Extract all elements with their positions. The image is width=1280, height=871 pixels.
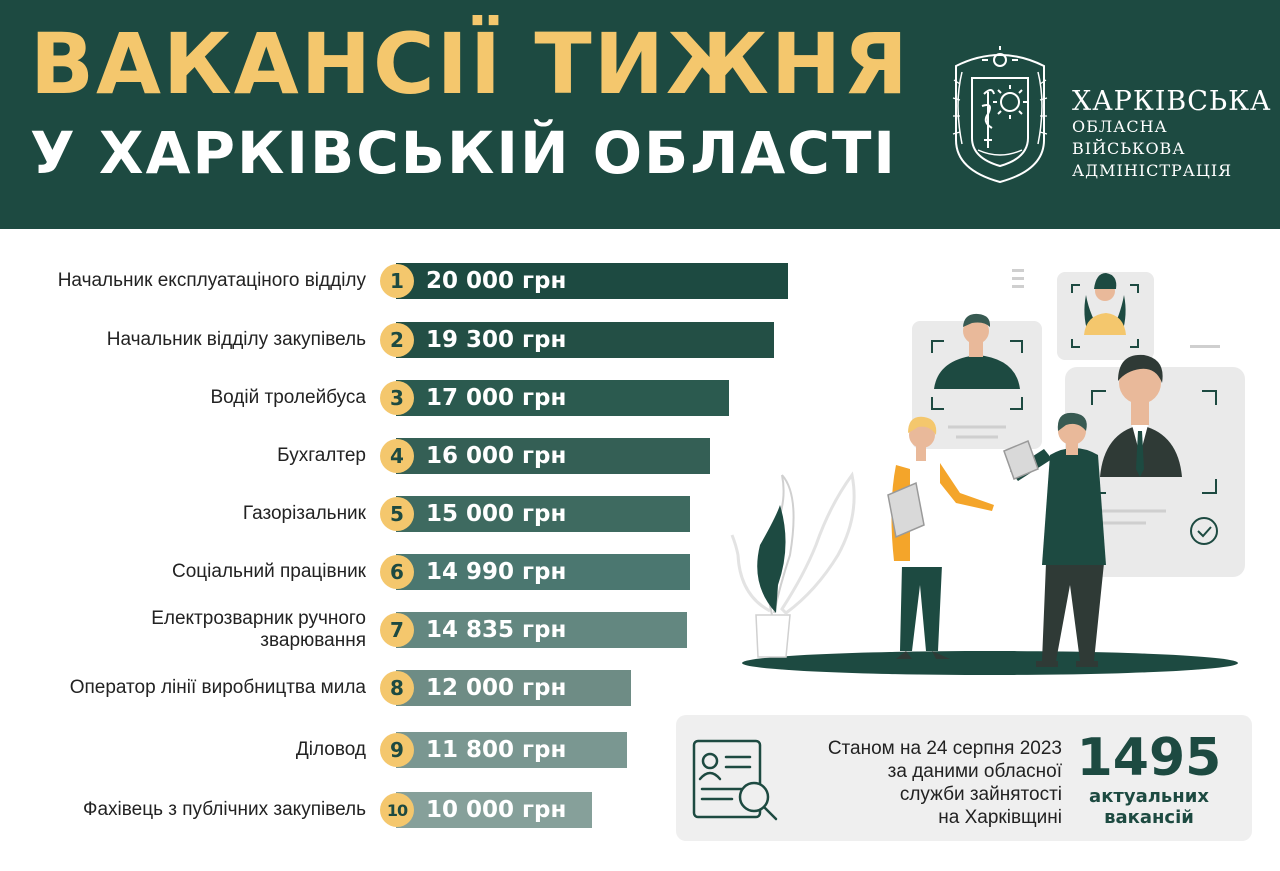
bar-row: Начальник відділу закупівель 2 19 300 грн — [0, 320, 820, 360]
coat-of-arms-icon — [952, 46, 1048, 184]
org-line-1: ХАРКІВСЬКА — [1072, 86, 1272, 117]
bar-row: Водій тролейбуса 3 17 000 грн — [0, 378, 820, 418]
rank-badge: 6 — [380, 555, 414, 589]
bar — [396, 792, 592, 828]
info-line-3: служби зайнятості — [899, 784, 1062, 805]
bar — [396, 612, 687, 648]
bar-row: Газорізальник 5 15 000 грн — [0, 494, 820, 534]
category-label: Водій тролейбуса — [210, 387, 366, 408]
bar — [396, 732, 627, 768]
bar-row: Діловод 9 11 800 грн — [0, 730, 820, 770]
value-label: 16 000 грн — [426, 443, 567, 469]
category-label: Діловод — [295, 739, 366, 760]
value-label: 14 835 грн — [426, 617, 567, 643]
info-line-2: за даними обласної — [887, 761, 1062, 782]
category-label: Начальник експлуатаціного відділу — [57, 270, 366, 291]
category-label: Бухгалтер — [277, 445, 366, 466]
bar-row: Соціальний працівник 6 14 990 грн — [0, 552, 820, 592]
bar-row: Начальник експлуатаціного відділу 1 20 000… — [0, 261, 820, 301]
info-line-4: на Харківщині — [938, 807, 1062, 828]
value-label: 14 990 грн — [426, 559, 567, 585]
value-label: 20 000 грн — [426, 268, 567, 294]
category-label: Оператор лінії виробництва мила — [69, 677, 366, 698]
vacancy-count: 1495 — [1076, 728, 1222, 788]
count-label-line-1: актуальних — [1089, 786, 1209, 807]
vacancy-count-label: актуальних вакансій — [1074, 786, 1224, 828]
count-label-line-2: вакансій — [1104, 807, 1194, 828]
category-label: Газорізальник — [242, 503, 366, 524]
category-label: Начальник відділу закупівель — [106, 329, 366, 350]
document-search-icon — [692, 739, 778, 821]
bar — [396, 438, 710, 474]
value-label: 11 800 грн — [426, 737, 567, 763]
salary-bar-chart: Начальник експлуатаціного відділу 1 20 000… — [0, 250, 820, 850]
bar — [396, 263, 788, 299]
rank-badge: 2 — [380, 323, 414, 357]
info-line-1: Станом на 24 серпня 2023 — [827, 738, 1062, 759]
category-label: Фахівець з публічних закупівель — [83, 799, 366, 820]
rank-badge: 10 — [380, 793, 414, 827]
organization-name: ХАРКІВСЬКА ОБЛАСНА ВІЙСЬКОВА АДМІНІСТРАЦ… — [1072, 88, 1280, 182]
value-label: 17 000 грн — [426, 385, 567, 411]
title-line-2: У ХАРКІВСЬКІЙ ОБЛАСТІ — [30, 119, 897, 187]
header-banner: ВАКАНСІЇ ТИЖНЯ У ХАРКІВСЬКІЙ ОБЛАСТІ ХАР… — [0, 0, 1280, 229]
info-text: Станом на 24 серпня 2023 за даними облас… — [790, 737, 1062, 829]
rank-badge: 8 — [380, 671, 414, 705]
value-label: 15 000 грн — [426, 501, 567, 527]
rank-badge: 1 — [380, 264, 414, 298]
bar — [396, 322, 774, 358]
bar — [396, 380, 729, 416]
bar-row: Електрозварник ручного зварювання 7 14 835 … — [0, 608, 820, 651]
value-label: 19 300 грн — [426, 327, 567, 353]
org-line-3: АДМІНІСТРАЦІЯ — [1072, 161, 1233, 180]
hiring-illustration — [730, 269, 1245, 675]
category-label: Соціальний працівник — [172, 561, 366, 582]
bar-row: Оператор лінії виробництва мила 8 12 000 г… — [0, 668, 820, 708]
bar — [396, 670, 631, 706]
rank-badge: 7 — [380, 613, 414, 647]
bar — [396, 554, 690, 590]
rank-badge: 5 — [380, 497, 414, 531]
org-line-2: ОБЛАСНА ВІЙСЬКОВА — [1072, 117, 1186, 158]
category-label: Електрозварник ручного зварювання — [151, 608, 366, 651]
rank-badge: 9 — [380, 733, 414, 767]
bar-row: Фахівець з публічних закупівель 10 10 000 … — [0, 790, 820, 830]
bar — [396, 496, 690, 532]
info-panel — [676, 715, 1252, 841]
bar-row: Бухгалтер 4 16 000 грн — [0, 436, 820, 476]
rank-badge: 3 — [380, 381, 414, 415]
value-label: 12 000 грн — [426, 675, 567, 701]
rank-badge: 4 — [380, 439, 414, 473]
title-line-1: ВАКАНСІЇ ТИЖНЯ — [30, 15, 910, 113]
value-label: 10 000 грн — [426, 797, 567, 823]
